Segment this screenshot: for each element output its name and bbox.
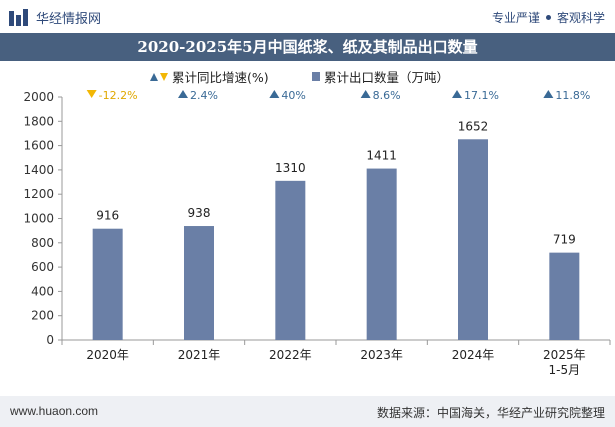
bar-value-label: 719 [553, 233, 576, 247]
up-triangle-icon [543, 90, 554, 98]
x-tick-label: 1-5月 [549, 363, 581, 377]
up-triangle-icon [269, 90, 280, 98]
x-tick-label: 2020年 [86, 348, 129, 362]
legend-bar-swatch [312, 72, 320, 81]
legend-down-triangle-icon [160, 73, 168, 81]
growth-value-label: 2.4% [190, 89, 218, 102]
growth-value-label: 11.8% [555, 89, 590, 102]
slogan-left: 专业严谨 [491, 11, 540, 25]
bar [184, 226, 214, 340]
slogan: 专业严谨 客观科学 [492, 9, 605, 26]
axes: 0 200 400 600 800 1000 1200 1400 1600 1800 2000 202… [23, 90, 611, 377]
y-tick-label: 2000 [23, 90, 54, 104]
x-tick-label: 2024年 [452, 348, 495, 362]
bar-value-label: 1411 [366, 149, 397, 163]
bar [275, 180, 306, 340]
bar-value-label: 1310 [275, 161, 306, 175]
chart-title: 2020-2025年5月中国纸浆、纸及其制品出口数量 [0, 33, 615, 61]
growth-labels: -12.2% 2.4% 40% 8.6% 17.1% 11.8% [86, 89, 590, 102]
bar-chart-logo-icon [9, 9, 28, 26]
dot-separator-icon [545, 15, 551, 20]
bar [92, 228, 123, 340]
growth-value-label: 17.1% [464, 89, 499, 102]
footer-source: 数据来源：中国海关，华经产业研究院整理 [376, 406, 605, 420]
growth-value-label: 40% [281, 89, 305, 102]
bar-value-label: 916 [96, 209, 119, 223]
logo: 华经情报网 [8, 7, 101, 27]
bar [458, 139, 488, 340]
bar [549, 252, 580, 340]
up-triangle-icon [178, 90, 188, 98]
down-triangle-icon [86, 90, 97, 98]
x-tick-label: 2022年 [269, 348, 312, 362]
bar-value-label: 938 [188, 206, 211, 220]
footer-website: www.huaon.com [10, 404, 99, 418]
y-tick-label: 800 [31, 236, 54, 250]
y-tick-label: 1600 [23, 139, 54, 153]
legend: 累计同比增速(%) 累计出口数量（万吨） [150, 70, 449, 85]
y-tick-label: 1000 [23, 212, 54, 226]
footer: www.huaon.com 数据来源：中国海关，华经产业研究院整理 [0, 396, 615, 427]
y-tick-label: 1400 [23, 163, 54, 177]
legend-series-label: 累计出口数量（万吨） [324, 70, 449, 85]
up-triangle-icon [452, 90, 462, 98]
chart-area: 0 200 400 600 800 1000 1200 1400 1600 1800 2000 202… [0, 61, 615, 396]
y-tick-label: 0 [46, 333, 54, 347]
top-bar: 华经情报网 专业严谨 客观科学 [0, 0, 615, 33]
y-tick-label: 400 [31, 284, 54, 298]
bars [92, 139, 580, 340]
slogan-right: 客观科学 [556, 11, 605, 25]
growth-value-label: -12.2% [99, 89, 138, 102]
logo-text: 华经情报网 [36, 11, 102, 27]
x-tick-label: 2021年 [178, 348, 221, 362]
y-tick-label: 1200 [23, 187, 54, 201]
y-tick-label: 1800 [23, 114, 54, 128]
data-labels: 916 938 1310 1411 1652 719 [96, 119, 576, 246]
legend-growth-label: 累计同比增速(%) [172, 70, 269, 85]
legend-up-triangle-icon [150, 73, 158, 81]
y-tick-label: 200 [31, 309, 54, 323]
y-tick-label: 600 [31, 260, 54, 274]
bar-chart: 0 200 400 600 800 1000 1200 1400 1600 1800 2000 202… [23, 70, 611, 377]
bar [366, 168, 397, 340]
up-triangle-icon [360, 90, 371, 98]
x-tick-label: 2023年 [360, 348, 403, 362]
x-tick-label: 2025年 [543, 348, 586, 362]
growth-value-label: 8.6% [373, 89, 401, 102]
bar-value-label: 1652 [458, 119, 489, 133]
